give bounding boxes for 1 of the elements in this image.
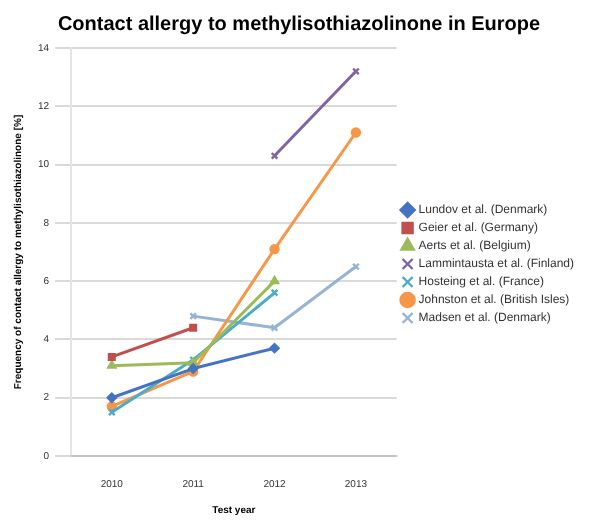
chart-title: Contact allergy to methylisothiazolinone in Europe <box>57 13 542 36</box>
